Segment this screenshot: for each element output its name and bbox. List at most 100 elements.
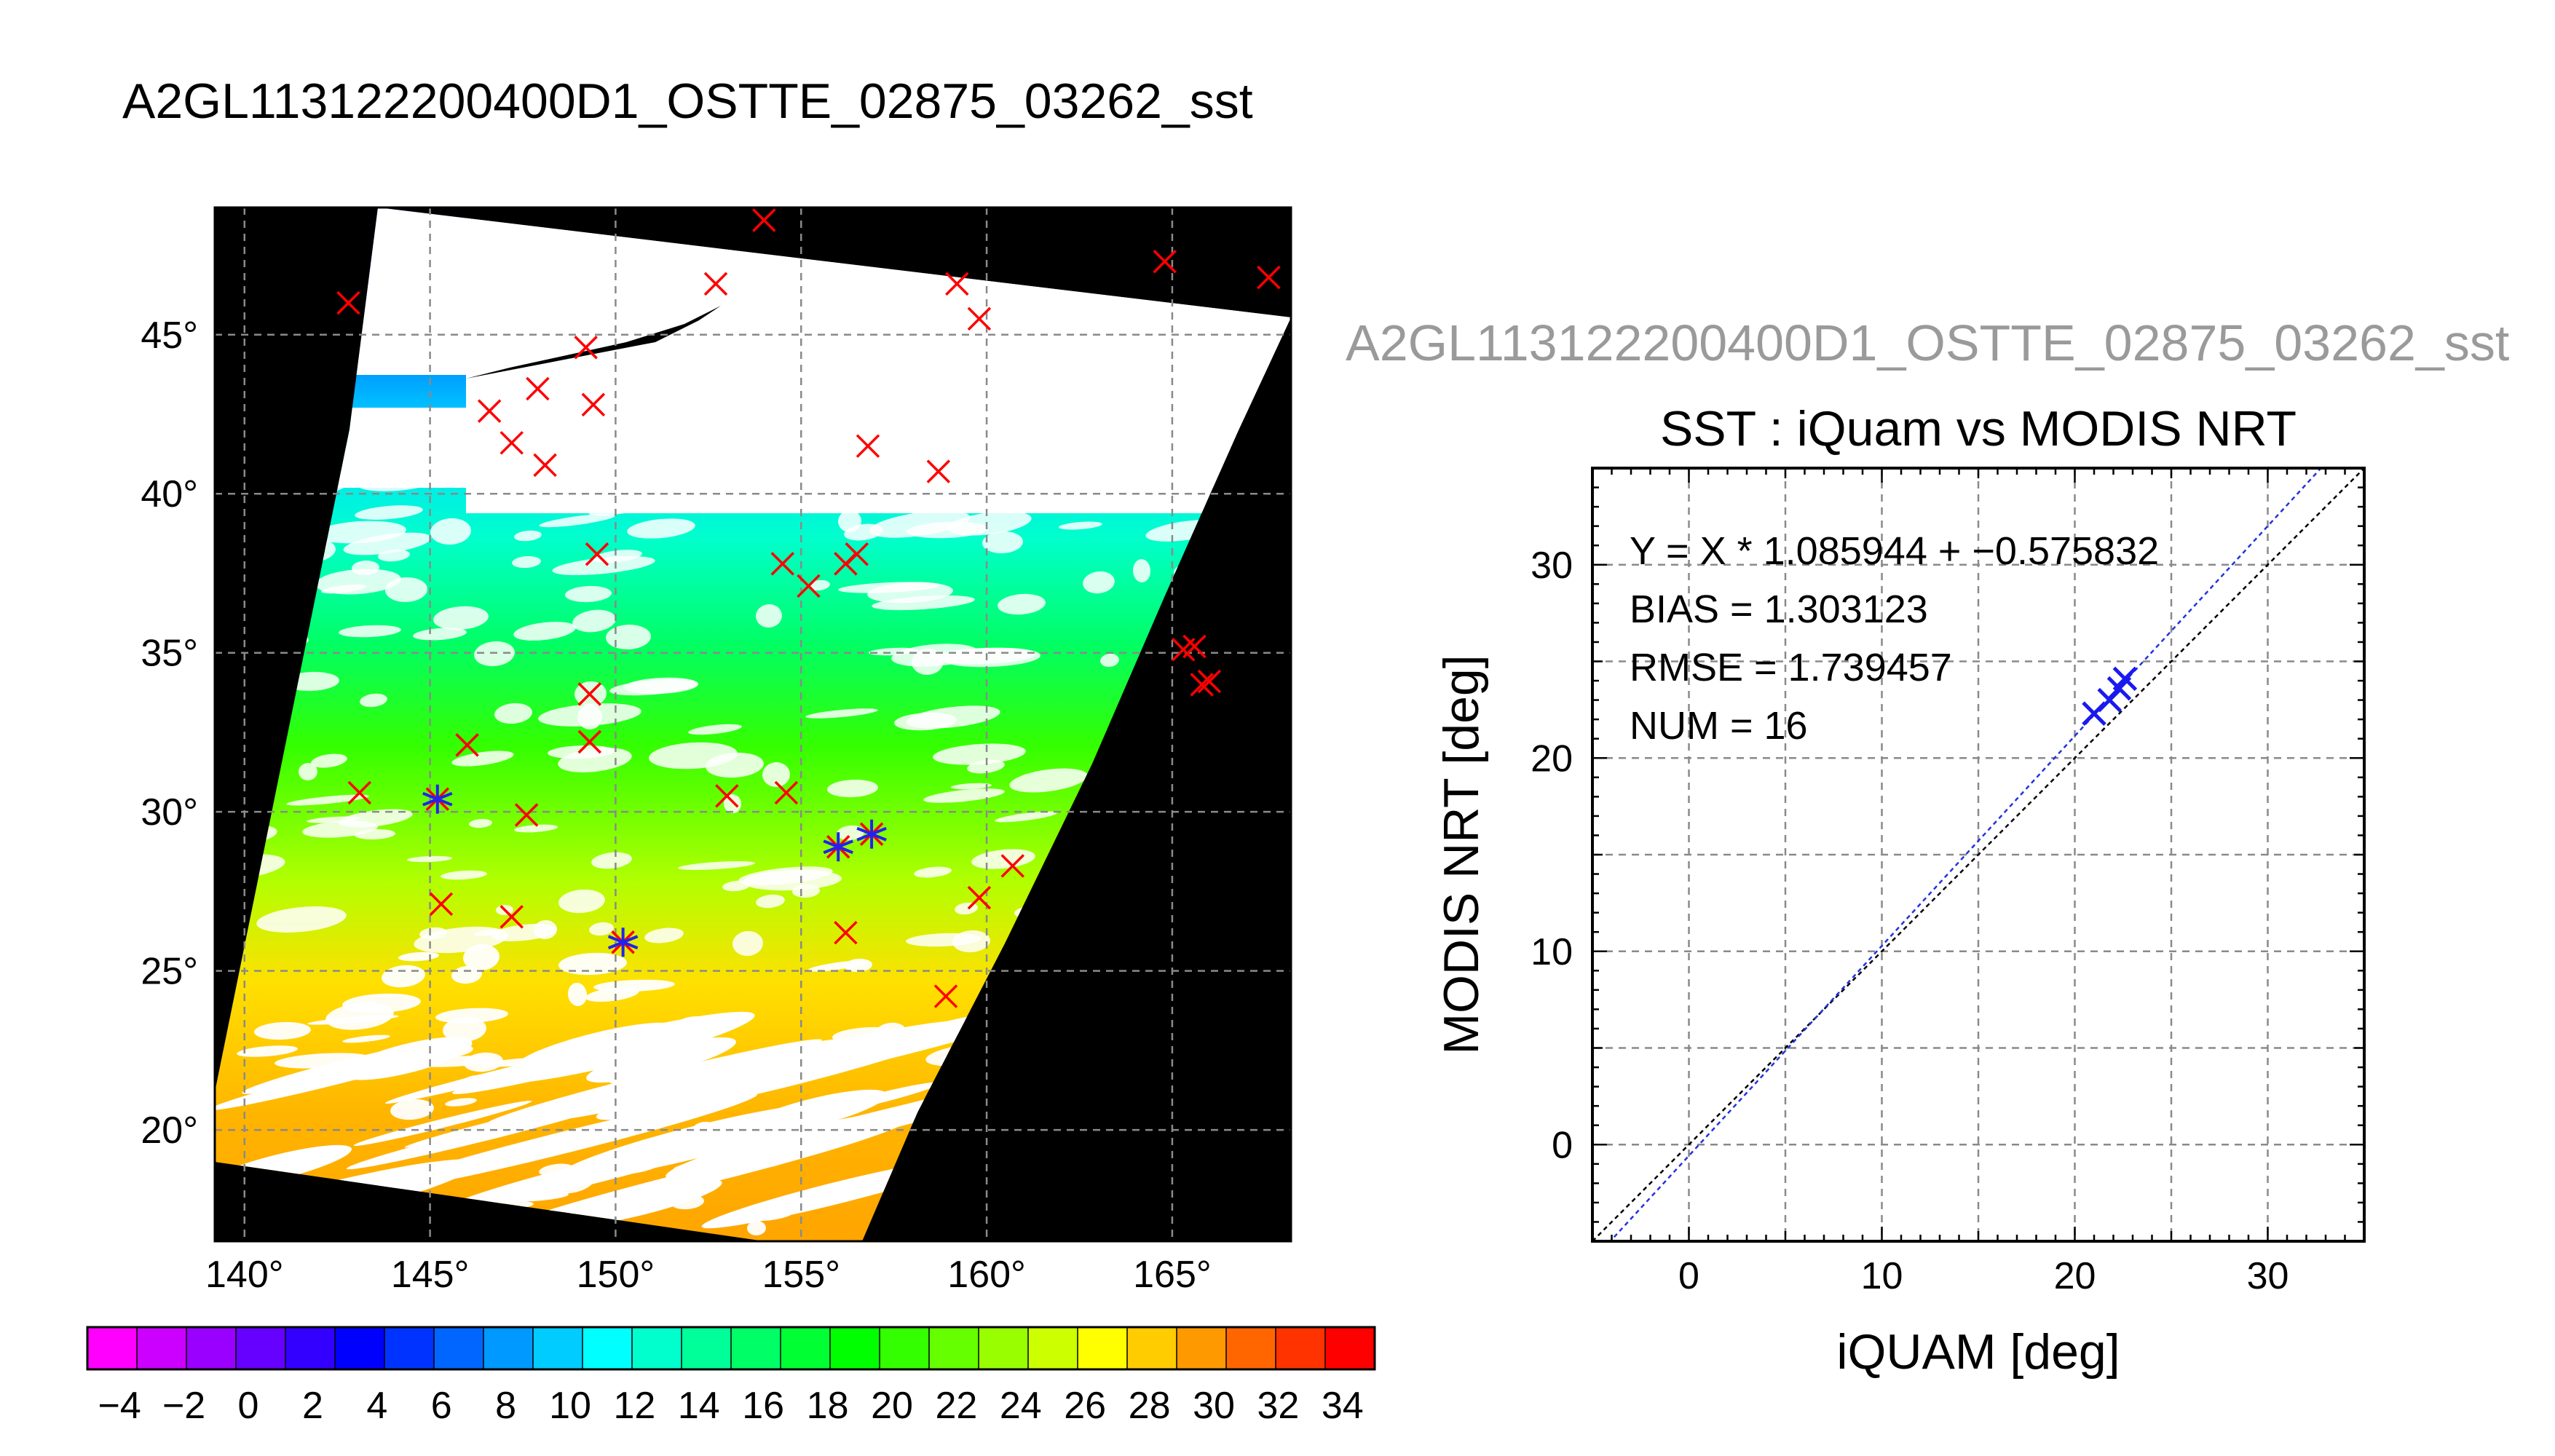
matchup-x-marker [429, 892, 454, 917]
marker-stroke [607, 935, 639, 950]
map-x-tick-label: 150° [577, 1254, 655, 1296]
marker-stroke [336, 290, 360, 315]
scatter-x-tick-label: 0 [1678, 1255, 1699, 1297]
marker-stroke [514, 803, 539, 827]
scatter-y-tick-label: 10 [1531, 931, 1573, 973]
cloud-patch [914, 866, 952, 878]
cloud-patch [355, 505, 423, 520]
matchup-x-marker [514, 803, 539, 827]
scatter-x-tick-label: 20 [2054, 1255, 2096, 1297]
regression-line [1608, 468, 2323, 1241]
colorbar-cells [87, 1327, 1375, 1369]
cloud-patch [512, 555, 541, 569]
matchup-x-marker [1190, 673, 1214, 697]
matchup-x-marker [574, 336, 598, 360]
marker-stroke [797, 574, 821, 598]
cloud-patch [430, 518, 471, 545]
matchup-x-marker [1000, 854, 1024, 878]
colorbar-cell [335, 1327, 385, 1369]
matchup-x-marker [499, 905, 524, 929]
cloud-patch [678, 861, 755, 870]
colorbar-cell [830, 1327, 880, 1369]
cloud-patch [1059, 521, 1102, 530]
colorbar-cell [186, 1327, 237, 1369]
marker-stroke [477, 399, 502, 423]
cloud-patch [933, 743, 1026, 765]
marker-stroke [715, 784, 739, 808]
matchup-x-marker [1257, 265, 1281, 290]
main-title: A2GL113122200400D1_OSTTE_02875_03262_sst [122, 74, 1253, 129]
cloud-patch [565, 585, 612, 603]
colorbar-label: −2 [162, 1385, 205, 1427]
cloud-patch [514, 530, 542, 542]
cloud-streak [384, 1045, 616, 1104]
cloud-patch [413, 628, 467, 641]
colorbar-cell [483, 1327, 534, 1369]
cloud-patch [286, 794, 369, 806]
colorbar-cell [929, 1327, 979, 1369]
colorbar-cell [384, 1327, 435, 1369]
matchup-x-marker [1197, 669, 1222, 694]
cloud-patch [781, 449, 826, 464]
cloud-streak [353, 1100, 532, 1147]
colorbar-label: 28 [1129, 1385, 1171, 1427]
colorbar-label: 16 [742, 1385, 784, 1427]
cloud-patch [756, 604, 782, 628]
marker-stroke [1190, 673, 1214, 697]
colorbar-cell [236, 1327, 286, 1369]
cloud-patch [869, 510, 971, 538]
colorbar-label: 6 [431, 1385, 452, 1427]
map-y-tick-label: 45° [141, 314, 198, 357]
cloud-patch [572, 609, 616, 633]
cloud-patch [732, 930, 763, 957]
map-x-tick-label: 145° [391, 1254, 470, 1296]
colorbar-cell [632, 1327, 682, 1369]
colorbar-label: 10 [549, 1385, 591, 1427]
scatter-x-tick-label: 10 [1861, 1255, 1903, 1297]
colorbar-cell [781, 1327, 831, 1369]
cloud-patch [632, 488, 734, 507]
marker-stroke [967, 885, 992, 910]
colorbar-cell [682, 1327, 732, 1369]
map-x-tick-label: 160° [947, 1254, 1026, 1296]
colorbar-label: 18 [807, 1385, 849, 1427]
matchup-x-marker [499, 431, 524, 455]
map-y-tick-label: 35° [141, 633, 198, 675]
matchup-x-marker [577, 729, 601, 754]
cloud-patch [675, 440, 695, 456]
cloud-patch [1014, 441, 1098, 457]
marker-stroke [526, 376, 550, 401]
marker-stroke [834, 920, 858, 945]
matchup-x-marker [1171, 638, 1196, 662]
cloud-patch [311, 753, 347, 768]
cloud-patch [325, 1002, 394, 1030]
matchup-x-marker [752, 208, 776, 232]
cloud-patch [1132, 559, 1151, 582]
colorbar-label: 0 [238, 1385, 259, 1427]
marker-stroke [823, 839, 853, 855]
colorbar-cell [533, 1327, 583, 1369]
colorbar-label: 26 [1064, 1385, 1106, 1427]
marker-stroke [574, 336, 598, 360]
cloud-patch [711, 432, 743, 456]
cloud-patch [585, 986, 639, 1002]
cloud-patch [838, 510, 861, 533]
cloud-patch [591, 852, 632, 869]
colorbar-label: 30 [1193, 1385, 1235, 1427]
cloud-patch [743, 869, 842, 891]
matchup-star-marker [856, 819, 887, 849]
cloud-patch [838, 582, 940, 593]
cloud-patch [463, 943, 499, 971]
matchup-x-marker [856, 434, 880, 458]
scatter-annotation: NUM = 16 [1630, 704, 1808, 748]
cloud-patch [343, 532, 432, 555]
colorbar-cell [1177, 1327, 1227, 1369]
matchup-x-marker [967, 306, 992, 331]
map-y-tick-label: 25° [141, 951, 198, 993]
cloud-patch [998, 593, 1046, 615]
cloud-patch [762, 761, 790, 788]
matchup-x-marker [797, 574, 821, 598]
cloud-patch [894, 712, 957, 731]
marker-stroke [967, 306, 992, 331]
cloud-streak [373, 1093, 757, 1192]
